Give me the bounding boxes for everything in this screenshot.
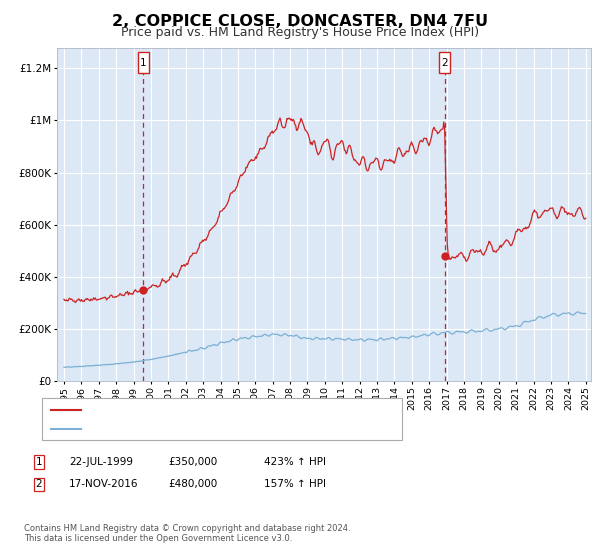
Text: 17-NOV-2016: 17-NOV-2016	[69, 479, 139, 489]
Text: 1: 1	[140, 58, 146, 68]
Text: £480,000: £480,000	[168, 479, 217, 489]
Text: 22-JUL-1999: 22-JUL-1999	[69, 457, 133, 467]
FancyBboxPatch shape	[137, 52, 149, 73]
Text: 423% ↑ HPI: 423% ↑ HPI	[264, 457, 326, 467]
Text: 2, COPPICE CLOSE, DONCASTER, DN4 7FU (detached house): 2, COPPICE CLOSE, DONCASTER, DN4 7FU (de…	[87, 405, 382, 415]
Text: 2, COPPICE CLOSE, DONCASTER, DN4 7FU: 2, COPPICE CLOSE, DONCASTER, DN4 7FU	[112, 14, 488, 29]
Text: Price paid vs. HM Land Registry's House Price Index (HPI): Price paid vs. HM Land Registry's House …	[121, 26, 479, 39]
Text: Contains HM Land Registry data © Crown copyright and database right 2024.: Contains HM Land Registry data © Crown c…	[24, 524, 350, 533]
Text: 2: 2	[35, 479, 43, 489]
FancyBboxPatch shape	[439, 52, 450, 73]
Text: £350,000: £350,000	[168, 457, 217, 467]
Text: 157% ↑ HPI: 157% ↑ HPI	[264, 479, 326, 489]
Text: HPI: Average price, detached house, Doncaster: HPI: Average price, detached house, Donc…	[87, 424, 318, 434]
Text: 1: 1	[35, 457, 43, 467]
Text: 2: 2	[441, 58, 448, 68]
Text: This data is licensed under the Open Government Licence v3.0.: This data is licensed under the Open Gov…	[24, 534, 292, 543]
